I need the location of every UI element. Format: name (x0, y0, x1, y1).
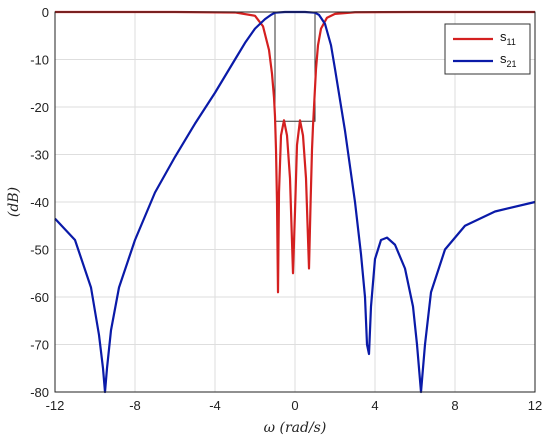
y-tick-label-3: -30 (30, 148, 49, 163)
tick-labels: -12 -8 -4 0 4 8 120-10-20-30-40-50-60-70-80 (30, 5, 542, 413)
y-tick-label-1: -10 (30, 53, 49, 68)
y-tick-label-0: 0 (42, 5, 49, 20)
y-tick-label-4: -40 (30, 195, 49, 210)
y-tick-label-7: -70 (30, 338, 49, 353)
x-tick-label-0: -12 (46, 398, 65, 413)
x-tick-label-4: 4 (371, 398, 378, 413)
x-tick-label-6: 12 (528, 398, 542, 413)
grid-lines (54, 11, 536, 393)
y-tick-label-6: -60 (30, 290, 49, 305)
legend-box (444, 23, 531, 75)
x-tick-label-2: -4 (209, 398, 221, 413)
x-tick-label-1: -8 (129, 398, 141, 413)
y-tick-label-5: -50 (30, 243, 49, 258)
y-axis-label: (dB) (6, 187, 22, 217)
y-tick-label-8: -80 (30, 385, 49, 400)
y-tick-label-2: -20 (30, 100, 49, 115)
x-tick-label-5: 8 (451, 398, 458, 413)
series-line-s21 (54, 10, 536, 394)
plot-frame (54, 11, 536, 393)
x-tick-label-3: 0 (291, 398, 298, 413)
series-lines (54, 10, 536, 394)
x-axis-label: ω (rad/s) (264, 420, 327, 436)
series-line-s11 (55, 10, 535, 294)
